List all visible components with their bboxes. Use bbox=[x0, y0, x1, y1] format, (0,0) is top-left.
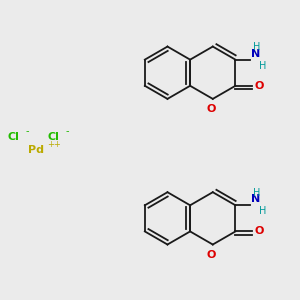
Text: O: O bbox=[207, 104, 216, 114]
Text: N: N bbox=[251, 194, 260, 204]
Text: O: O bbox=[255, 81, 264, 91]
Text: ++: ++ bbox=[47, 140, 61, 149]
Text: Pd: Pd bbox=[28, 145, 44, 155]
Text: N: N bbox=[251, 49, 260, 59]
Text: H: H bbox=[259, 61, 266, 70]
Text: O: O bbox=[207, 250, 216, 260]
Text: -: - bbox=[26, 126, 29, 136]
Text: H: H bbox=[254, 188, 261, 198]
Text: Cl: Cl bbox=[47, 132, 59, 142]
Text: H: H bbox=[254, 42, 261, 52]
Text: -: - bbox=[66, 126, 69, 136]
Text: H: H bbox=[259, 206, 266, 216]
Text: O: O bbox=[255, 226, 264, 236]
Text: Cl: Cl bbox=[7, 132, 19, 142]
